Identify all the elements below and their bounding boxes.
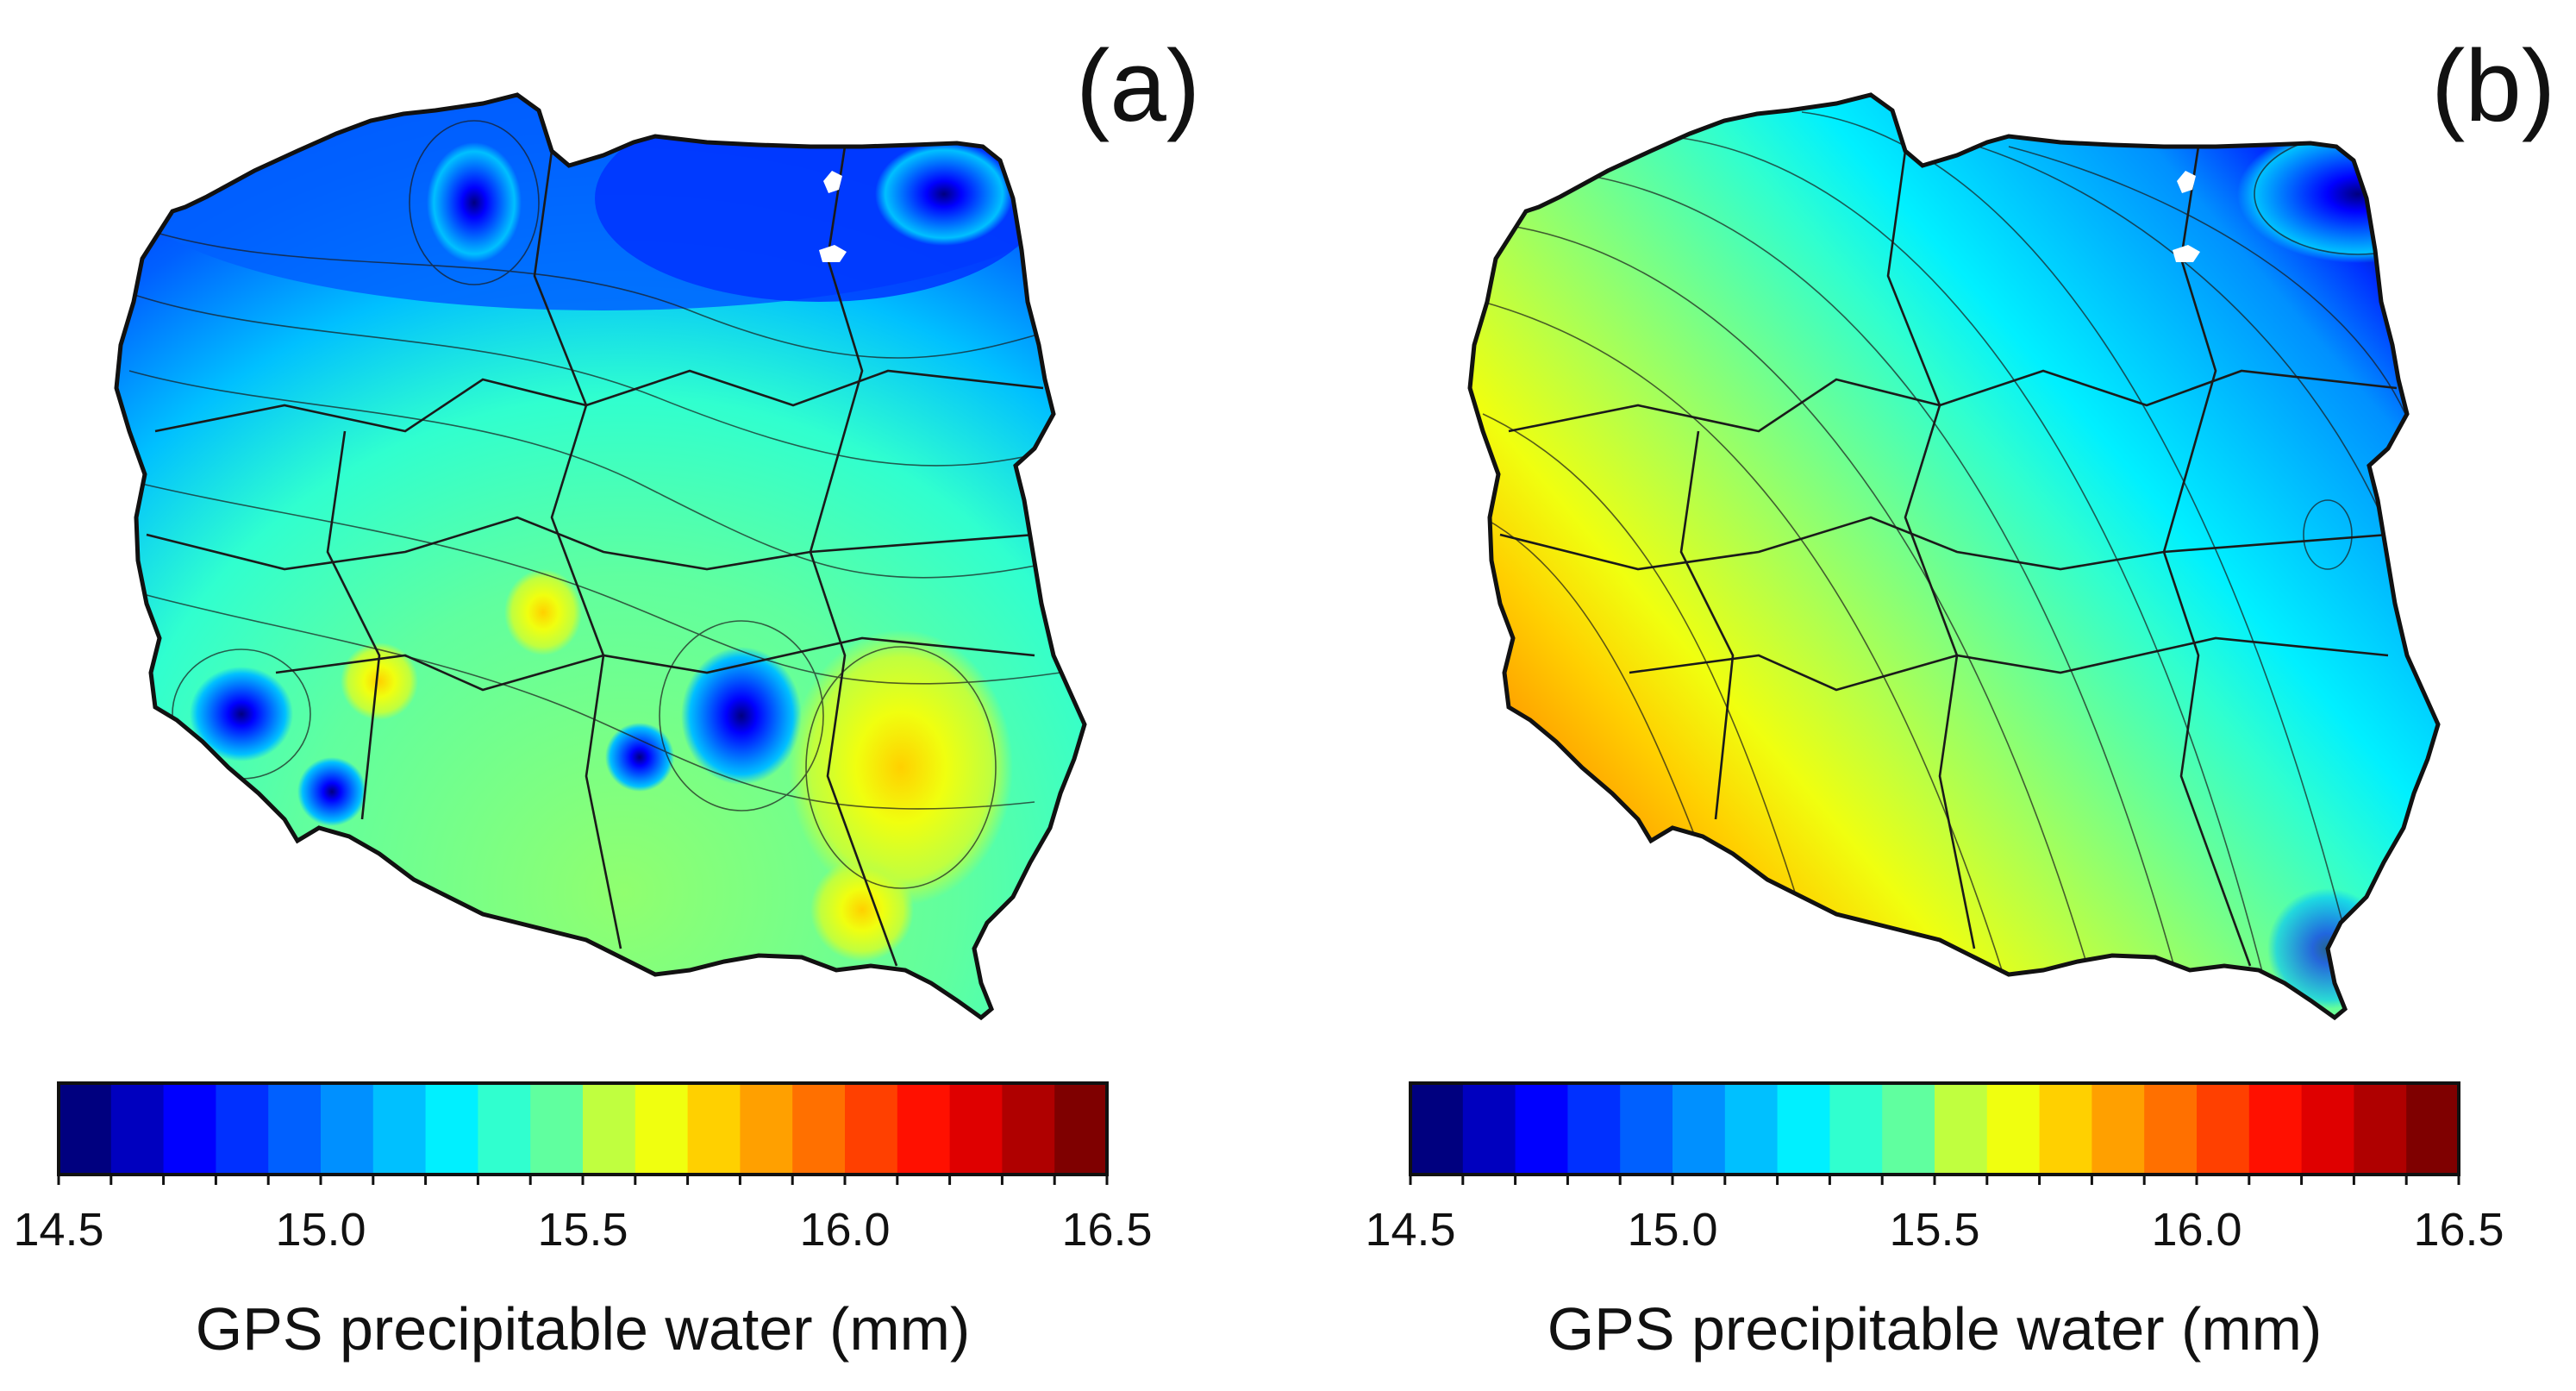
panel-b-lake [2177,171,2196,193]
panel-a-minimum-northeast [875,142,1013,246]
panel-b-colorbar-swatch [1986,1083,2041,1175]
panel-a-label: (a) [1076,29,1200,143]
panel-a-maximum-southeast [789,630,1013,905]
panel-a-colorbar-swatch [740,1083,793,1175]
panel-b-contours [1482,111,2438,993]
panel-b-label: (b) [2431,29,2555,143]
panel-a-lake [823,171,842,193]
panel-b-colorbar-swatch [2354,1083,2407,1175]
panel-a-colorbar-swatch [845,1083,898,1175]
panel-a-maximum-central [504,569,582,655]
panel-b-colorbar-swatch [2144,1083,2198,1175]
panel-a-map [103,52,1104,1035]
panel-a-minimum-sudetes [297,757,366,826]
panel-b-colorbar-title: GPS precipitable water (mm) [1547,1295,2323,1363]
panel-b-colorbar-swatch [1829,1083,1883,1175]
panel-a-colorbar-swatch [1054,1083,1108,1175]
panel-a-colorbar-swatch [949,1083,1003,1175]
panel-a: (a) [13,29,1200,1363]
panel-b-colorbar-swatch [2091,1083,2145,1175]
panel-a-colorbar-swatch [687,1083,741,1175]
panel-a-colorbar: 14.5 15.0 15.5 16.0 16.5 GPS precipitable wa… [13,1081,1153,1363]
panel-a-colorbar-swatch [216,1083,269,1175]
panel-b-colorbar-tick-label: 16.5 [2413,1204,2504,1256]
panel-b-colorbar-tick-label: 16.0 [2151,1204,2241,1256]
panel-b-colorbar-swatch [2248,1083,2303,1175]
panel-a-colorbar-swatch [583,1083,636,1175]
panel-a-colorbar-tick-label: 14.5 [13,1204,103,1256]
panel-b-map [1457,86,2479,1035]
panel-b: (b) [1365,29,2555,1363]
panel-b-colorbar-swatch [1777,1083,1830,1175]
panel-a-minimum-center-west [605,723,674,792]
panel-a-colorbar-swatch [425,1083,478,1175]
panel-b-colorbar-swatch [1673,1083,1726,1175]
panel-b-colorbar-swatch [1567,1083,1621,1175]
panel-a-minimum-southwest [190,667,293,761]
panel-b-colorbar-swatch [2039,1083,2092,1175]
panel-a-colorbar-title: GPS precipitable water (mm) [196,1295,971,1363]
panel-a-colorbar-swatch [897,1083,951,1175]
panel-b-colorbar-swatch [1935,1083,1988,1175]
panel-a-lake [819,245,847,262]
panel-a-colorbar-swatch [635,1083,689,1175]
panel-b-colorbar-swatch [2406,1083,2460,1175]
panel-a-colorbar-swatch [792,1083,846,1175]
panel-a-maximum-south [810,858,914,962]
panel-a-minimum-north [427,142,522,263]
panel-b-colorbar-tick-label: 15.0 [1627,1204,1717,1256]
panel-a-colorbar-swatch [110,1083,165,1175]
panel-b-lake [2173,245,2200,262]
panel-a-colorbar-tick-label: 16.0 [799,1204,890,1256]
panel-b-colorbar-tick-label: 14.5 [1365,1204,1455,1256]
panel-a-colorbar-swatch [372,1083,427,1175]
panel-a-colorbar-tick-label: 16.5 [1061,1204,1152,1256]
panel-a-colorbar-swatch [478,1083,531,1175]
panel-a-colorbar-tick-label: 15.0 [275,1204,366,1256]
panel-b-colorbar: 14.5 15.0 15.5 16.0 16.5 GPS precipitable wa… [1365,1081,2504,1363]
panel-a-colorbar-swatch [268,1083,322,1175]
panel-b-colorbar-swatch [1724,1083,1779,1175]
panel-a-colorbar-swatch [530,1083,584,1175]
panel-a-colorbar-swatch [59,1083,112,1175]
panel-a-colorbar-tick-label: 15.5 [537,1204,628,1256]
panel-a-colorbar-swatch [163,1083,216,1175]
panel-b-colorbar-swatch [1515,1083,1568,1175]
panel-a-minimum-center [681,647,802,785]
panel-a-colorbar-swatch [1002,1083,1055,1175]
panel-a-colorbar-swatch [321,1083,374,1175]
panel-b-colorbar-tick-label: 15.5 [1889,1204,1979,1256]
panel-b-colorbar-swatch [1882,1083,1935,1175]
panel-b-colorbar-swatch [2301,1083,2354,1175]
panel-b-colorbar-swatch [1462,1083,1516,1175]
panel-b-colorbar-swatch [2197,1083,2250,1175]
panel-b-colorbar-swatch [1620,1083,1673,1175]
panel-b-colorbar-swatch [1410,1083,1464,1175]
